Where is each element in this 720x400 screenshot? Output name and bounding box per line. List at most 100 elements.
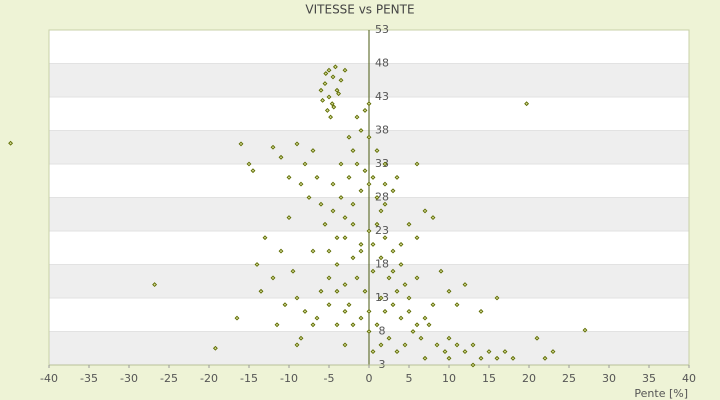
point bbox=[374, 148, 380, 154]
point bbox=[342, 342, 348, 348]
point bbox=[402, 342, 408, 348]
point bbox=[446, 335, 452, 341]
y-tick-label: 48 bbox=[375, 57, 389, 70]
point bbox=[326, 248, 332, 254]
point bbox=[294, 295, 300, 301]
point bbox=[234, 315, 240, 321]
point bbox=[350, 201, 356, 207]
point bbox=[326, 302, 332, 308]
y-tick-label: 28 bbox=[375, 191, 389, 204]
point bbox=[330, 181, 336, 187]
point bbox=[262, 235, 268, 241]
point bbox=[324, 107, 330, 113]
point bbox=[328, 114, 334, 120]
point bbox=[524, 101, 530, 107]
y-tick-label: 18 bbox=[375, 258, 389, 271]
point bbox=[8, 140, 14, 146]
point bbox=[382, 235, 388, 241]
x-tick-label: 20 bbox=[522, 372, 536, 385]
point bbox=[318, 87, 324, 93]
point bbox=[282, 302, 288, 308]
point bbox=[298, 181, 304, 187]
point bbox=[258, 288, 264, 294]
point bbox=[478, 308, 484, 314]
point bbox=[414, 161, 420, 167]
point bbox=[358, 315, 364, 321]
point bbox=[238, 141, 244, 147]
y-tick-label: 38 bbox=[375, 124, 389, 137]
point bbox=[278, 154, 284, 160]
point bbox=[342, 235, 348, 241]
point bbox=[338, 161, 344, 167]
point bbox=[386, 275, 392, 281]
point bbox=[358, 248, 364, 254]
point bbox=[350, 322, 356, 328]
x-tick-label: -10 bbox=[280, 372, 298, 385]
point bbox=[494, 355, 500, 361]
x-tick-label: 15 bbox=[482, 372, 496, 385]
point bbox=[326, 94, 332, 100]
point bbox=[378, 342, 384, 348]
point bbox=[398, 262, 404, 267]
point bbox=[394, 174, 400, 180]
point bbox=[410, 329, 416, 334]
x-tick-label: -30 bbox=[120, 372, 138, 385]
point bbox=[310, 322, 316, 328]
point bbox=[278, 248, 284, 254]
point bbox=[326, 67, 332, 73]
point bbox=[362, 168, 368, 174]
point bbox=[322, 221, 328, 227]
point bbox=[366, 101, 372, 107]
point bbox=[446, 288, 452, 294]
point bbox=[534, 335, 540, 341]
x-tick-label: -5 bbox=[324, 372, 335, 385]
point bbox=[334, 262, 340, 267]
point bbox=[334, 288, 340, 294]
point bbox=[294, 342, 300, 348]
point bbox=[462, 282, 468, 288]
point bbox=[358, 241, 364, 247]
point bbox=[350, 148, 356, 154]
point bbox=[378, 295, 384, 301]
point bbox=[350, 221, 356, 227]
point bbox=[274, 322, 280, 328]
x-tick-label: 35 bbox=[642, 372, 656, 385]
point bbox=[326, 275, 332, 281]
point bbox=[366, 308, 372, 314]
point bbox=[434, 342, 440, 348]
point bbox=[430, 215, 436, 221]
point bbox=[454, 302, 460, 308]
x-tick-label: -35 bbox=[80, 372, 98, 385]
point bbox=[582, 327, 588, 333]
point bbox=[366, 181, 372, 187]
point bbox=[378, 255, 384, 261]
point bbox=[310, 148, 316, 154]
point bbox=[462, 349, 468, 355]
point bbox=[406, 308, 412, 314]
point bbox=[290, 268, 296, 274]
point bbox=[362, 107, 368, 113]
x-tick-label: -25 bbox=[160, 372, 178, 385]
point bbox=[386, 335, 392, 341]
point bbox=[422, 208, 428, 214]
point bbox=[470, 342, 476, 348]
point bbox=[354, 161, 360, 167]
point bbox=[332, 64, 338, 70]
point bbox=[342, 282, 348, 288]
point bbox=[366, 329, 372, 334]
point bbox=[406, 221, 412, 227]
point bbox=[346, 174, 352, 180]
point bbox=[478, 355, 484, 361]
point bbox=[342, 67, 348, 73]
point bbox=[286, 215, 292, 221]
point bbox=[338, 77, 344, 83]
point bbox=[414, 275, 420, 281]
point bbox=[374, 322, 380, 328]
point bbox=[314, 315, 320, 321]
point bbox=[366, 228, 372, 234]
point bbox=[402, 282, 408, 288]
point bbox=[494, 295, 500, 301]
point bbox=[331, 104, 337, 110]
point bbox=[350, 255, 356, 261]
